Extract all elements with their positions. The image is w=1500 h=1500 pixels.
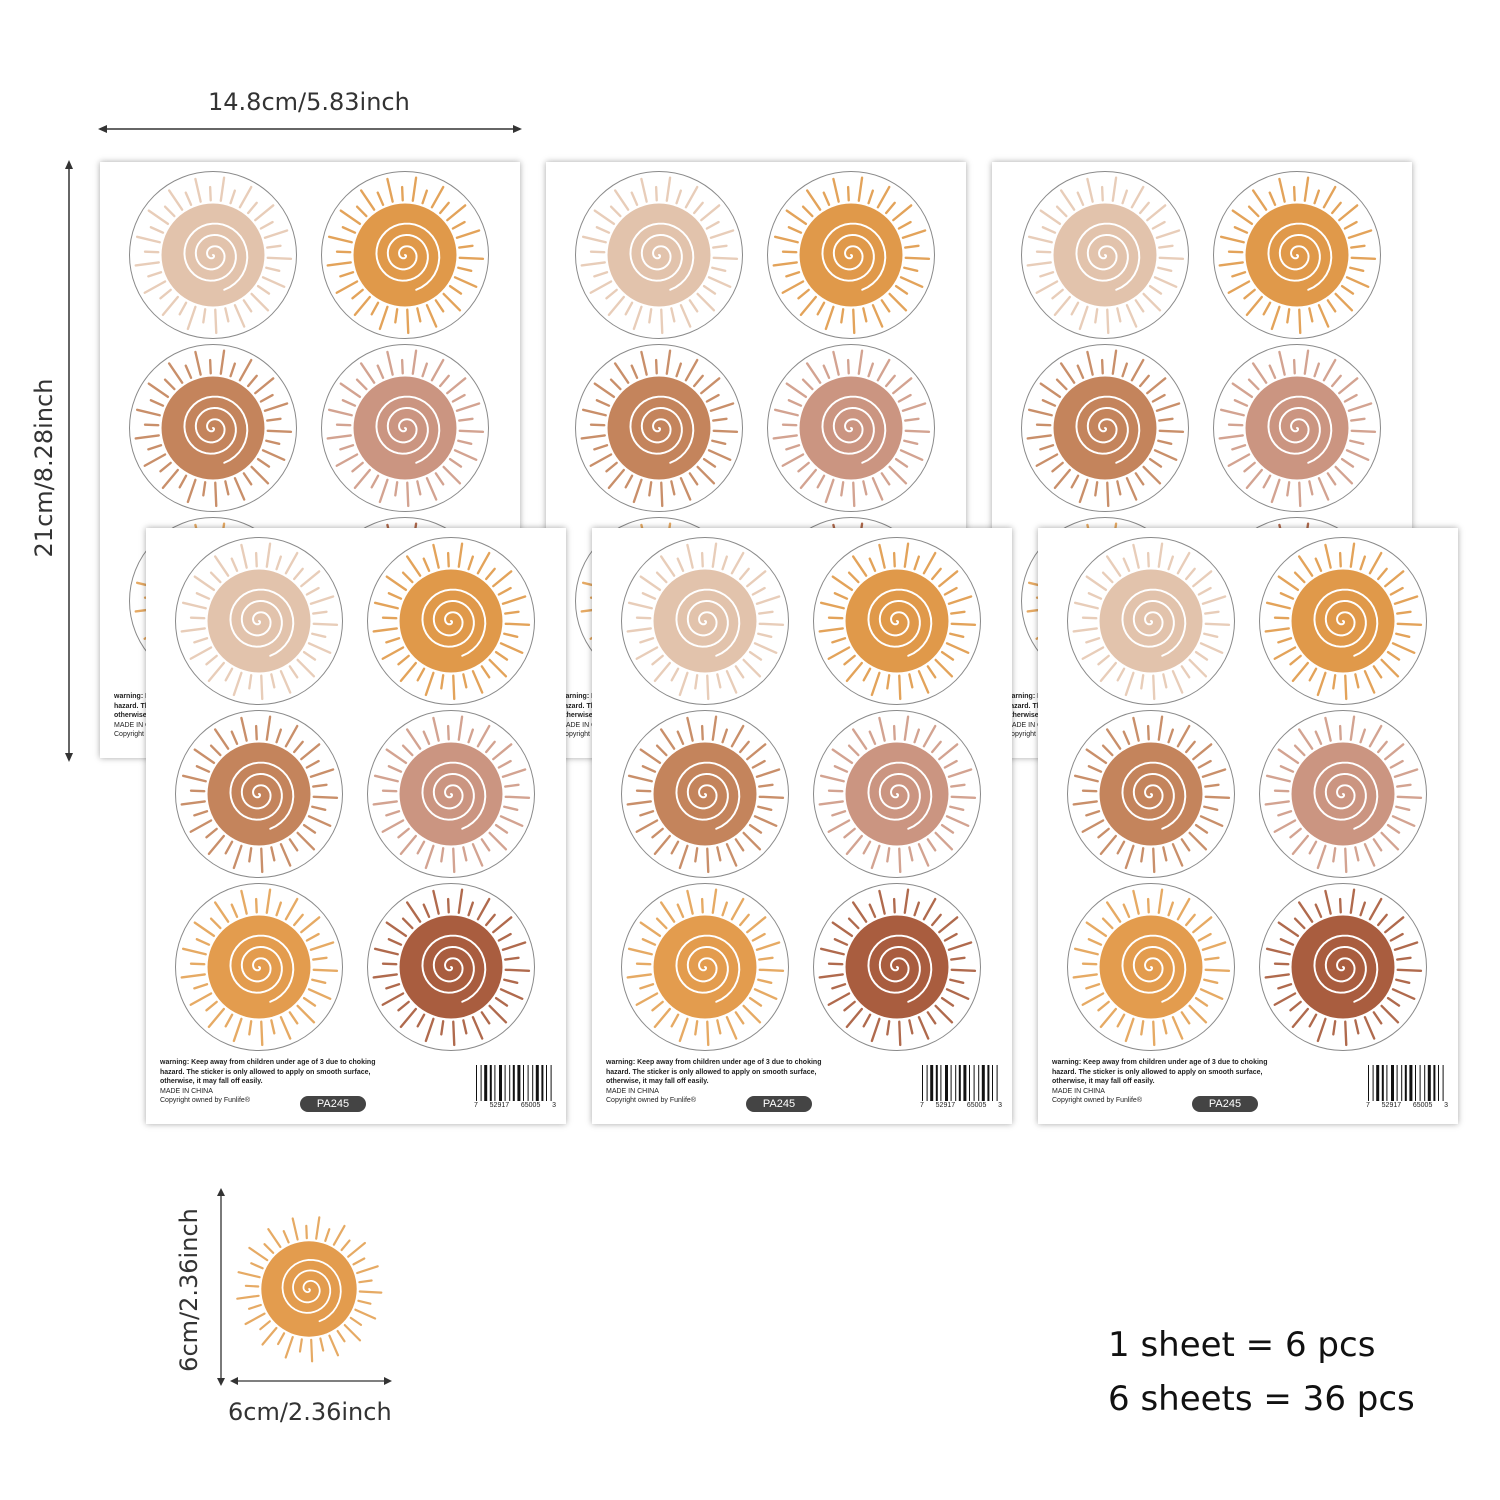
sticker-sheet: warning: Keep away from children under a… <box>1038 528 1458 1124</box>
sun-sticker-brown <box>1021 344 1189 512</box>
barcode-digits: 65005 <box>966 1102 987 1109</box>
sun-sticker-beige <box>175 537 343 705</box>
sheet-footer-warning-line1: warning: Keep away from children under a… <box>1052 1059 1268 1066</box>
barcode-icon <box>476 1065 552 1101</box>
barcode-digits: 3 <box>1444 1102 1448 1109</box>
sun-sticker-rust <box>1259 883 1427 1051</box>
sheet-footer-copyright: Copyright owned by Funlife® <box>160 1097 250 1104</box>
sun-sticker-brown <box>175 710 343 878</box>
sun-sticker-rust <box>367 883 535 1051</box>
sun-sticker-rose <box>367 710 535 878</box>
barcode-icon <box>922 1065 998 1101</box>
product-code-badge: PA245 <box>746 1096 812 1112</box>
product-code-badge: PA245 <box>1192 1096 1258 1112</box>
barcode-digits: 3 <box>998 1102 1002 1109</box>
quantity-summary: 1 sheet = 6 pcs 6 sheets = 36 pcs <box>1108 1318 1415 1426</box>
sheet-footer-warning-line2: hazard. The sticker is only allowed to a… <box>606 1068 817 1076</box>
sticker-width-arrow <box>230 1377 392 1385</box>
sun-sticker-orange <box>1213 171 1381 339</box>
sun-sticker-amber <box>621 883 789 1051</box>
sun-sticker-brown <box>575 344 743 512</box>
sun-sticker-amber <box>1067 883 1235 1051</box>
sun-sticker-amber <box>175 883 343 1051</box>
sun-sticker-rose <box>321 344 489 512</box>
single-sticker-sample <box>232 1212 386 1366</box>
sun-sticker-rose <box>813 710 981 878</box>
sun-sticker-orange <box>767 171 935 339</box>
barcode-digits: 65005 <box>520 1102 541 1109</box>
sun-sticker-rose <box>1213 344 1381 512</box>
sticker-sheet: warning: Keep away from children under a… <box>592 528 1012 1124</box>
sticker-sheet: warning: Keep away from children under a… <box>146 528 566 1124</box>
sheet-footer-made-in: MADE IN CHINA <box>606 1087 659 1095</box>
sun-sticker-beige <box>129 171 297 339</box>
sheet-footer-made-in: MADE IN CHINA <box>1052 1087 1105 1095</box>
barcode-digits: 52917 <box>489 1102 510 1109</box>
sheet-footer-copyright: Copyright owned by Funlife® <box>1052 1097 1142 1104</box>
sun-sticker-beige <box>575 171 743 339</box>
barcode-digits: 7 <box>920 1102 924 1109</box>
sheet-width-arrow <box>98 125 522 133</box>
sun-sticker-orange <box>367 537 535 705</box>
summary-line-2: 6 sheets = 36 pcs <box>1108 1379 1415 1419</box>
sun-sticker-beige <box>1021 171 1189 339</box>
sheet-footer-copyright: Copyright owned by Funlife® <box>606 1097 696 1104</box>
sheet-footer-warning-line2: hazard. The sticker is only allowed to a… <box>1052 1068 1263 1076</box>
sheet-footer-warning-line3: otherwise, it may fall off easily. <box>160 1078 263 1085</box>
sun-sticker-brown <box>129 344 297 512</box>
sheet-footer-warning-line1: warning: Keep away from children under a… <box>160 1059 376 1066</box>
sheet-height-arrow <box>65 160 73 762</box>
sheet-footer-warning-line1: warning: Keep away from children under a… <box>606 1059 822 1066</box>
barcode-digits: 3 <box>552 1102 556 1109</box>
sticker-width-label: 6cm/2.36inch <box>228 1398 392 1426</box>
sheet-width-label: 14.8cm/5.83inch <box>208 88 410 116</box>
sheet-footer-text: warning: Keep away from children under a… <box>1052 1058 1362 1106</box>
sheet-footer-text: warning: Keep away from children under a… <box>606 1058 916 1106</box>
sheet-footer-made-in: MADE IN CHINA <box>160 1087 213 1095</box>
sun-sticker-rose <box>767 344 935 512</box>
sun-sticker-orange <box>1259 537 1427 705</box>
summary-line-1: 1 sheet = 6 pcs <box>1108 1325 1376 1365</box>
barcode-digits: 7 <box>474 1102 478 1109</box>
sun-sticker-beige <box>1067 537 1235 705</box>
sun-sticker-orange <box>813 537 981 705</box>
sun-sticker-beige <box>621 537 789 705</box>
barcode-digits: 52917 <box>935 1102 956 1109</box>
barcode-number: 7 52917 65005 3 <box>920 1102 1002 1109</box>
sheet-footer-warning-line3: otherwise, it may fall off easily. <box>606 1078 709 1085</box>
barcode-digits: 65005 <box>1412 1102 1433 1109</box>
sun-sticker-brown <box>621 710 789 878</box>
barcode-icon <box>1368 1065 1444 1101</box>
sheet-footer-made-in: MADE IN CHINA <box>114 721 167 729</box>
sun-sticker-brown <box>1067 710 1235 878</box>
sheet-footer-made-in: MADE IN CHINA <box>560 721 613 729</box>
sheet-footer-text: warning: Keep away from children under a… <box>160 1058 470 1106</box>
barcode-number: 7 52917 65005 3 <box>1366 1102 1448 1109</box>
sheet-footer-made-in: MADE IN CHINA <box>1006 721 1059 729</box>
sun-sticker-rust <box>813 883 981 1051</box>
sheet-footer-warning-line2: hazard. The sticker is only allowed to a… <box>160 1068 371 1076</box>
sheet-footer-warning-line3: otherwise, it may fall off easily. <box>1052 1078 1155 1085</box>
barcode-digits: 52917 <box>1381 1102 1402 1109</box>
sticker-height-arrow <box>217 1188 225 1386</box>
barcode-number: 7 52917 65005 3 <box>474 1102 556 1109</box>
sun-sticker-orange <box>321 171 489 339</box>
product-code-badge: PA245 <box>300 1096 366 1112</box>
sheet-height-label: 21cm/8.28inch <box>30 378 58 558</box>
sun-sticker-rose <box>1259 710 1427 878</box>
barcode-digits: 7 <box>1366 1102 1370 1109</box>
sticker-height-label: 6cm/2.36inch <box>175 1208 203 1372</box>
